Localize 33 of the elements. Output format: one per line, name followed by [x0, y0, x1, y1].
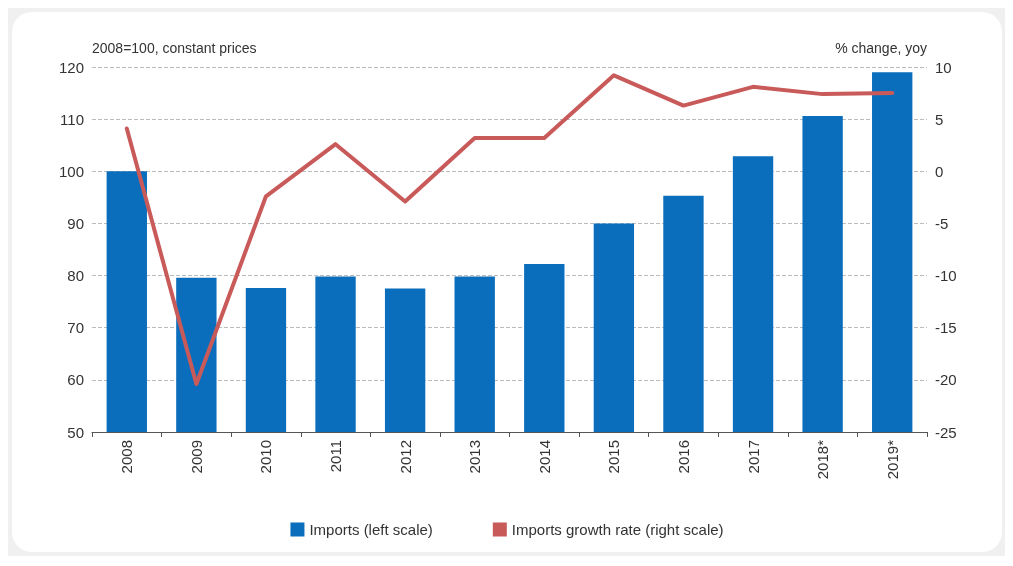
- x-tick-label: 2014: [535, 440, 553, 474]
- y-tick-label: 50: [67, 423, 84, 441]
- y-axis-title: 2008=100, constant prices: [92, 40, 257, 56]
- x-tick-label: 2012: [396, 440, 414, 474]
- x-tick-label: 2011: [327, 440, 345, 473]
- x-tick-label: 2019*: [883, 439, 901, 480]
- y2-tick-label: -15: [935, 319, 957, 337]
- y-tick-label: 120: [58, 58, 84, 76]
- y-tick-label: 100: [58, 162, 84, 180]
- y-tick-label: 90: [67, 214, 84, 232]
- y-tick-label: 70: [67, 319, 84, 337]
- y-tick-label: 110: [60, 110, 84, 128]
- y2-tick-label: 5: [935, 110, 944, 128]
- legend-label: Imports growth rate (right scale): [511, 521, 724, 538]
- x-tick-label: 2008: [118, 440, 136, 474]
- x-tick-label: 2010: [257, 440, 275, 474]
- x-tick-label: 2017: [744, 440, 762, 474]
- line-series: [124, 73, 895, 387]
- x-tick-label: 2015: [605, 440, 623, 474]
- x-tick-label: 2018*: [814, 439, 832, 480]
- x-tick-label: 2013: [466, 440, 484, 474]
- y2-tick-label: 10: [935, 58, 952, 76]
- y2-tick-label: -5: [935, 214, 949, 232]
- legend-label: Imports (left scale): [309, 521, 433, 538]
- x-tick-label: 2016: [674, 440, 692, 474]
- y2-axis-title: % change, yoy: [835, 40, 927, 56]
- y2-tick-label: -25: [935, 423, 957, 441]
- y-tick-label: 60: [67, 371, 84, 389]
- y2-tick-label: -10: [935, 267, 957, 285]
- y2-tick-label: 0: [935, 162, 944, 180]
- y-tick-label: 80: [67, 267, 84, 285]
- y2-tick-label: -20: [935, 371, 957, 389]
- x-tick-label: 2009: [187, 440, 205, 474]
